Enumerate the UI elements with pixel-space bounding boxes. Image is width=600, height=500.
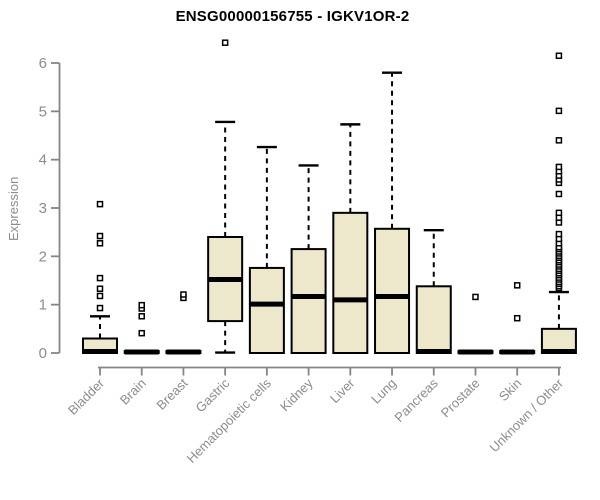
x-tick-label: Bladder [65, 375, 108, 418]
box-rect [248, 266, 285, 355]
box-lung [374, 71, 411, 355]
outlier-marker [96, 274, 104, 282]
outlier-marker [96, 232, 104, 240]
outlier-marker [513, 282, 521, 289]
outlier-marker [96, 200, 104, 208]
y-tick-label: 2 [39, 248, 47, 265]
outlier-marker [555, 163, 563, 171]
box-skin [499, 282, 536, 355]
x-tick-label: Unknown / Other [486, 375, 566, 455]
chart-title: ENSG00000156755 - IGKV1OR-2 [175, 8, 410, 25]
box-hematopoietic-cells [248, 145, 285, 355]
y-tick-label: 0 [39, 345, 47, 362]
outlier-marker [513, 314, 521, 322]
box-kidney [290, 164, 327, 354]
x-tick-label: Gastric [193, 375, 233, 415]
y-tick-label: 6 [39, 55, 47, 72]
outlier-marker [96, 240, 104, 247]
outlier-marker [555, 107, 563, 115]
outlier-marker [555, 137, 563, 144]
x-tick-label: Prostate [438, 376, 483, 421]
x-tick-label: Kidney [277, 375, 316, 414]
outlier-marker [96, 304, 104, 312]
box-brain [123, 301, 160, 355]
y-tick-label: 3 [39, 200, 47, 217]
outlier-marker [555, 230, 563, 238]
outlier-marker [555, 209, 563, 217]
box-prostate [457, 293, 494, 355]
y-tick-label: 5 [39, 103, 47, 120]
box-pancreas [415, 229, 452, 355]
box-rect [415, 285, 452, 354]
outlier-marker [221, 39, 229, 46]
box-rect [374, 227, 411, 355]
box-liver [332, 123, 369, 354]
outlier-marker [180, 291, 187, 298]
box-unknown-other [540, 52, 577, 355]
outlier-marker [96, 285, 104, 292]
box-rect [332, 211, 369, 354]
box-bladder [82, 200, 118, 355]
outlier-marker [555, 190, 563, 198]
y-tick-label: 4 [39, 152, 47, 169]
x-tick-label: Pancreas [391, 375, 441, 425]
outlier-marker [138, 301, 145, 309]
x-tick-label: Brain [117, 376, 149, 408]
y-tick-label: 1 [39, 297, 47, 314]
outlier-marker [138, 313, 145, 320]
x-tick-label: Liver [327, 375, 358, 406]
outlier-marker [472, 293, 479, 301]
box-breast [165, 291, 202, 355]
outlier-marker [555, 52, 563, 60]
x-tick-label: Breast [153, 375, 190, 412]
box-rect [290, 248, 327, 354]
outlier-marker [138, 329, 145, 337]
box-gastric [207, 39, 244, 354]
x-tick-label: Skin [496, 376, 524, 404]
x-tick-label: Lung [368, 376, 399, 407]
outlier-marker [96, 292, 104, 300]
